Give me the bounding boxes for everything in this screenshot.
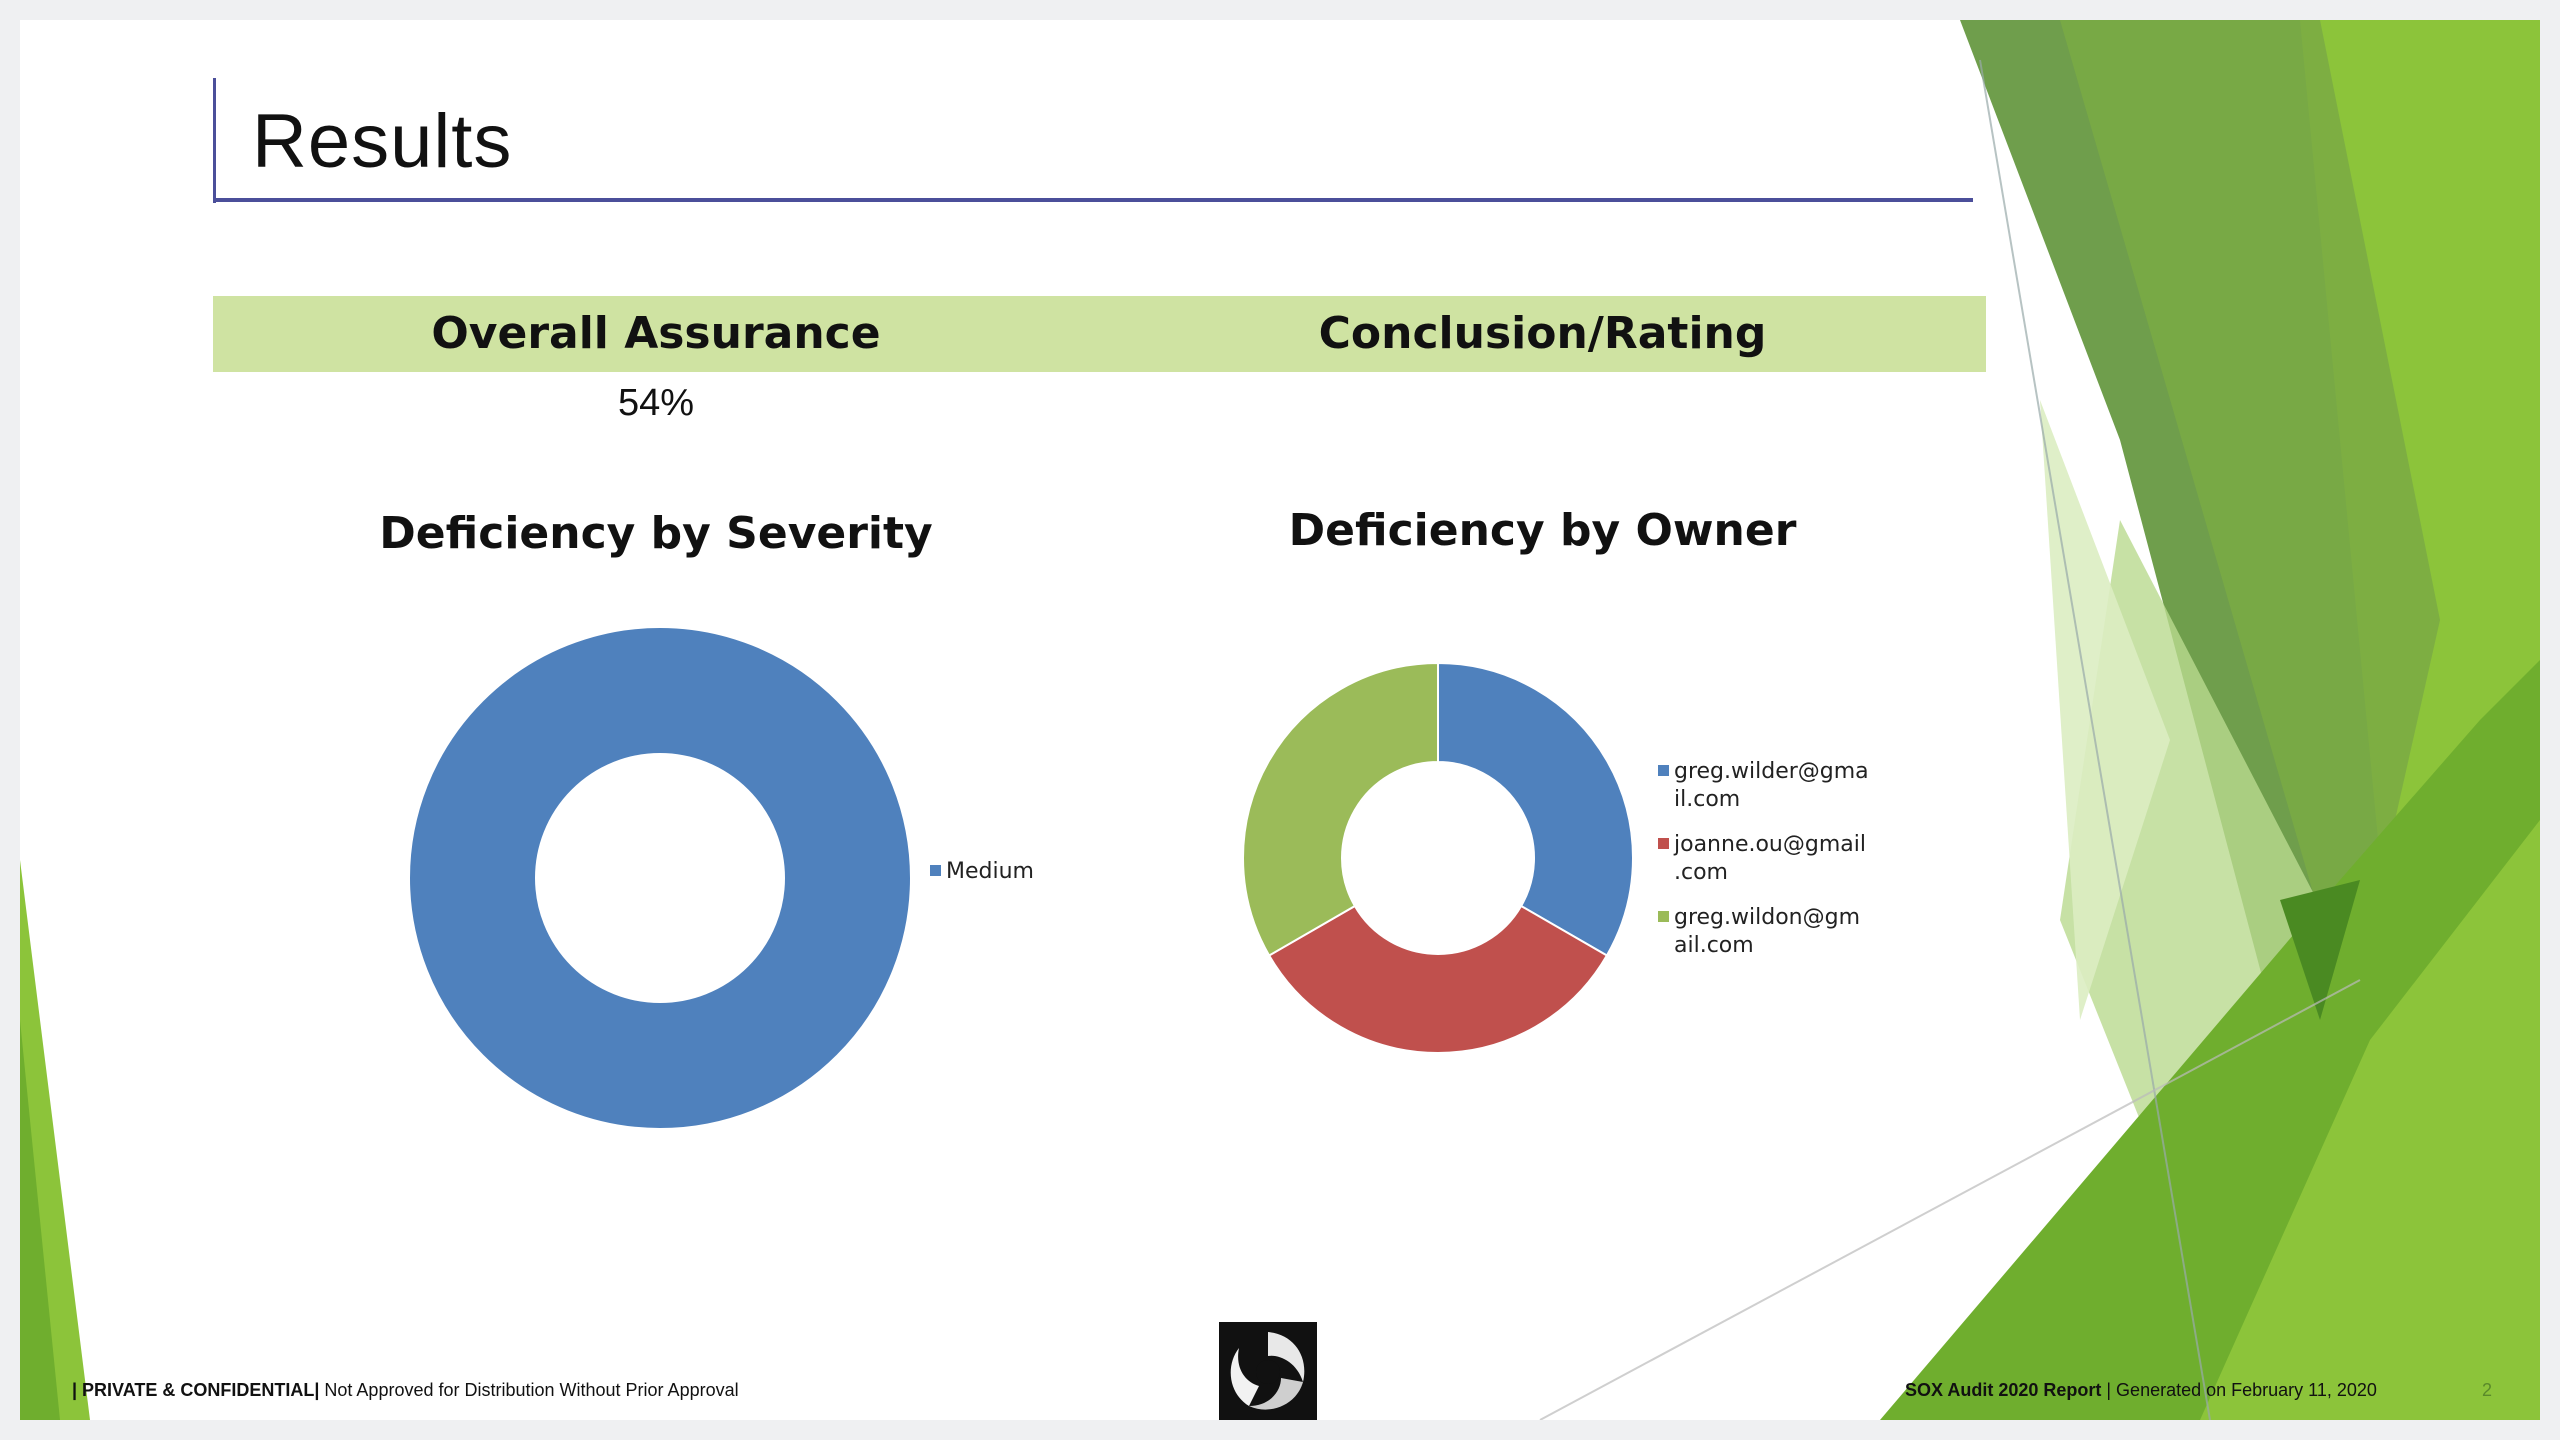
deco-shape [2040,400,2170,1020]
legend-swatch [1658,838,1669,849]
deco-line [1979,59,2211,1420]
donut-slice [1267,904,1609,1054]
deco-shape [2280,880,2360,1020]
title-rule-vertical [213,78,216,203]
footer-report-name: SOX Audit 2020 Report [1905,1380,2102,1400]
footer-generated-date: | Generated on February 11, 2020 [2101,1380,2377,1400]
legend-swatch [1658,911,1669,922]
results-table-header: Overall Assurance Conclusion/Rating [213,296,1986,372]
legend-swatch [930,865,941,876]
legend-label: .com [1674,860,1728,885]
severity-chart-title: Deficiency by Severity [379,508,933,559]
camera-shutter-logo-icon [1219,1322,1317,1420]
legend-label: il.com [1674,787,1740,812]
page-title: Results [252,99,513,184]
donut-slice [410,628,910,1128]
decorative-background [20,20,2540,1420]
legend-label: Medium [946,859,1034,884]
page-number: 2 [2482,1380,2493,1400]
overall-assurance-header: Overall Assurance [431,308,881,359]
overall-assurance-value: 54% [617,382,695,424]
title-rule [213,198,1973,202]
donut-slice [1242,661,1439,957]
slide: Results Overall Assurance Conclusion/Rat… [20,20,2540,1420]
deco-shape [2200,820,2540,1420]
footer-report-info: SOX Audit 2020 Report | Generated on Feb… [1905,1380,2377,1401]
owner-chart-title: Deficiency by Owner [1288,505,1797,556]
deco-shape [2060,20,2440,1020]
legend-label: ail.com [1674,933,1754,958]
deco-line [1539,979,2361,1420]
deco-shape [20,1020,60,1420]
conclusion-rating-header: Conclusion/Rating [1318,308,1767,359]
charts-layer: Medium greg.wilder@gma il.com joanne.ou@gma… [410,628,1869,1128]
legend-label: greg.wildon@gm [1674,905,1860,930]
footer-distribution-note: Not Approved for Distribution Without Pr… [319,1380,739,1400]
footer-confidential-label: | PRIVATE & CONFIDENTIAL| [72,1380,320,1400]
donut-slice [1437,661,1635,957]
legend-swatch [1658,765,1669,776]
legend-label: joanne.ou@gmail [1673,832,1866,857]
footer-confidentiality: | PRIVATE & CONFIDENTIAL| Not Approved f… [72,1380,739,1401]
legend-label: greg.wilder@gma [1674,759,1869,784]
